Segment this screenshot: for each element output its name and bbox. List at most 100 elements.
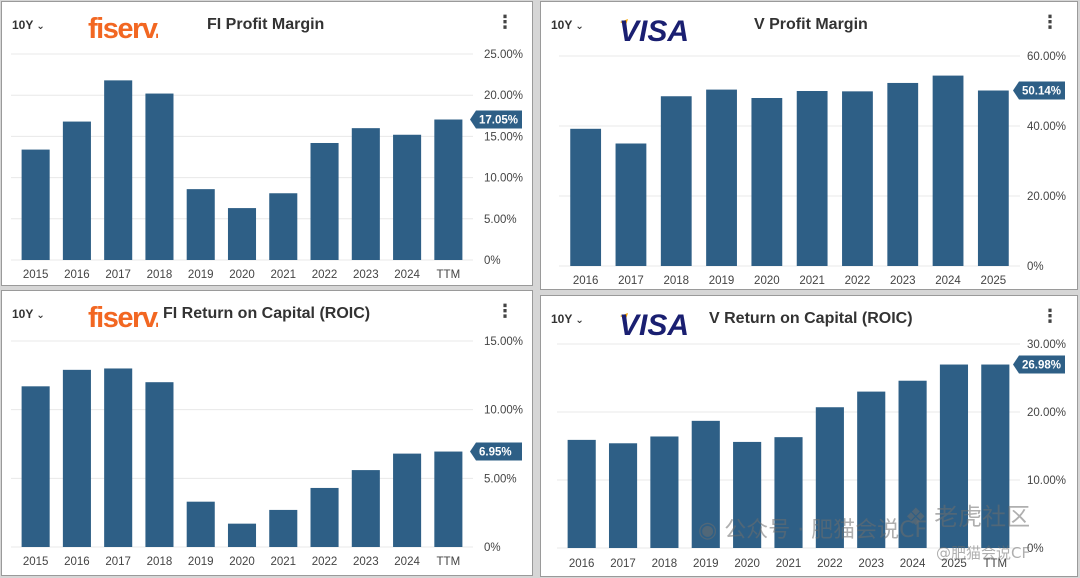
bar (62, 369, 91, 547)
y-tick-label: 30.00% (1027, 339, 1066, 351)
bar (939, 364, 969, 548)
x-tick-label: 2023 (353, 269, 379, 281)
y-tick-label: 10.00% (484, 405, 523, 417)
bar (310, 487, 339, 547)
current-value-badge: 50.14% (1013, 81, 1065, 100)
range-label: 10Y (12, 307, 34, 321)
y-tick-label: 15.00% (484, 336, 523, 348)
range-selector[interactable]: 10Y ⌄ (12, 18, 45, 32)
bar (269, 509, 298, 547)
bar (615, 143, 647, 266)
current-value-badge: 6.95% (470, 442, 522, 461)
chevron-down-icon: ⌄ (36, 21, 45, 32)
x-tick-label: TTM (437, 556, 461, 568)
y-tick-label: 10.00% (1027, 475, 1066, 487)
current-value-label: 26.98% (1022, 360, 1061, 372)
x-tick-label: 2020 (229, 556, 255, 568)
y-tick-label: 60.00% (1027, 51, 1066, 63)
x-tick-label: 2019 (188, 269, 214, 281)
x-tick-label: 2017 (610, 558, 636, 570)
bar-chart: 0% 5.00% 10.00% 15.00% 20.00% 25.00% 2015 2016 2… (11, 49, 523, 281)
chart-title: FI Profit Margin (207, 16, 325, 33)
more-vertical-icon[interactable]: ⋮ (496, 301, 514, 321)
bar (21, 386, 50, 547)
fiserv-logo: fiserv. (86, 10, 163, 49)
x-tick-label: 2015 (23, 556, 49, 568)
x-tick-label: 2019 (693, 558, 719, 570)
y-tick-label: 20.00% (484, 90, 523, 102)
x-tick-label: 2020 (754, 275, 780, 287)
bar (269, 193, 298, 260)
bar (691, 420, 720, 548)
x-tick-label: 2022 (312, 556, 338, 568)
more-vertical-icon[interactable]: ⋮ (1041, 12, 1059, 32)
bar (898, 380, 927, 548)
x-tick-label: 2018 (147, 556, 173, 568)
x-tick-label: 2021 (776, 558, 802, 570)
x-tick-label: 2018 (663, 275, 689, 287)
bar (660, 96, 692, 266)
bar (104, 368, 133, 547)
visa-logo: VISA (615, 10, 701, 51)
range-label: 10Y (12, 18, 34, 32)
bar (434, 451, 463, 547)
bar (62, 121, 91, 261)
bar (186, 189, 215, 260)
bar (393, 453, 422, 547)
x-tick-label: 2024 (394, 269, 420, 281)
current-value-badge: 26.98% (1013, 355, 1065, 374)
bar (706, 89, 737, 266)
y-tick-label: 25.00% (484, 49, 523, 61)
bar-chart: 0% 20.00% 40.00% 60.00% 2016 2017 2018 2019 2020… (559, 51, 1066, 287)
bar (21, 149, 50, 260)
x-tick-label: 2023 (353, 556, 379, 568)
logo-text: fiserv. (88, 13, 158, 44)
range-selector[interactable]: 10Y ⌄ (551, 312, 584, 326)
y-tick-label: 0% (1027, 261, 1044, 273)
current-value-label: 50.14% (1022, 86, 1061, 98)
bar (932, 75, 964, 266)
bar (733, 441, 762, 548)
y-tick-label: 15.00% (484, 131, 523, 143)
y-tick-label: 5.00% (484, 473, 517, 485)
bar (351, 470, 380, 547)
chart-panel-fi-roic: 10Y ⌄ fiserv. FI Return on Capital (ROIC)… (1, 290, 533, 576)
chevron-down-icon: ⌄ (36, 310, 45, 321)
x-tick-label: 2024 (394, 556, 420, 568)
x-tick-label: 2024 (900, 558, 926, 570)
y-tick-label: 0% (1027, 543, 1044, 555)
more-vertical-icon[interactable]: ⋮ (1041, 306, 1059, 326)
x-tick-label: 2022 (845, 275, 871, 287)
logo-text: fiserv. (88, 302, 158, 333)
bar (227, 523, 257, 547)
bar (815, 407, 844, 548)
chart-title: V Return on Capital (ROIC) (709, 310, 913, 327)
bar (608, 443, 638, 548)
logo-text: VISA (619, 15, 689, 46)
x-tick-label: 2016 (64, 556, 90, 568)
x-tick-label: 2022 (817, 558, 843, 570)
visa-logo: VISA (615, 304, 701, 345)
x-tick-label: 2016 (573, 275, 599, 287)
more-vertical-icon[interactable]: ⋮ (496, 12, 514, 32)
x-tick-label: 2025 (981, 275, 1007, 287)
bar (145, 382, 174, 547)
range-selector[interactable]: 10Y ⌄ (12, 307, 45, 321)
bar (796, 91, 828, 266)
bar (887, 82, 919, 266)
range-selector[interactable]: 10Y ⌄ (551, 18, 584, 32)
fiserv-logo: fiserv. (86, 299, 163, 338)
x-tick-label: 2015 (23, 269, 49, 281)
current-value-label: 6.95% (479, 447, 512, 459)
y-tick-label: 10.00% (484, 173, 523, 185)
bar (310, 142, 339, 260)
y-tick-label: 0% (484, 255, 501, 267)
logo-text: VISA (619, 309, 689, 340)
x-tick-label: 2022 (312, 269, 338, 281)
chevron-down-icon: ⌄ (575, 315, 584, 326)
x-tick-label: 2018 (652, 558, 678, 570)
bar (434, 119, 463, 261)
bar (104, 80, 133, 260)
x-tick-label: 2023 (858, 558, 884, 570)
chart-panel-v-profit-margin: 10Y ⌄ VISA V Profit Margin ⋮ 0% 20.00% 40.0… (540, 1, 1078, 290)
